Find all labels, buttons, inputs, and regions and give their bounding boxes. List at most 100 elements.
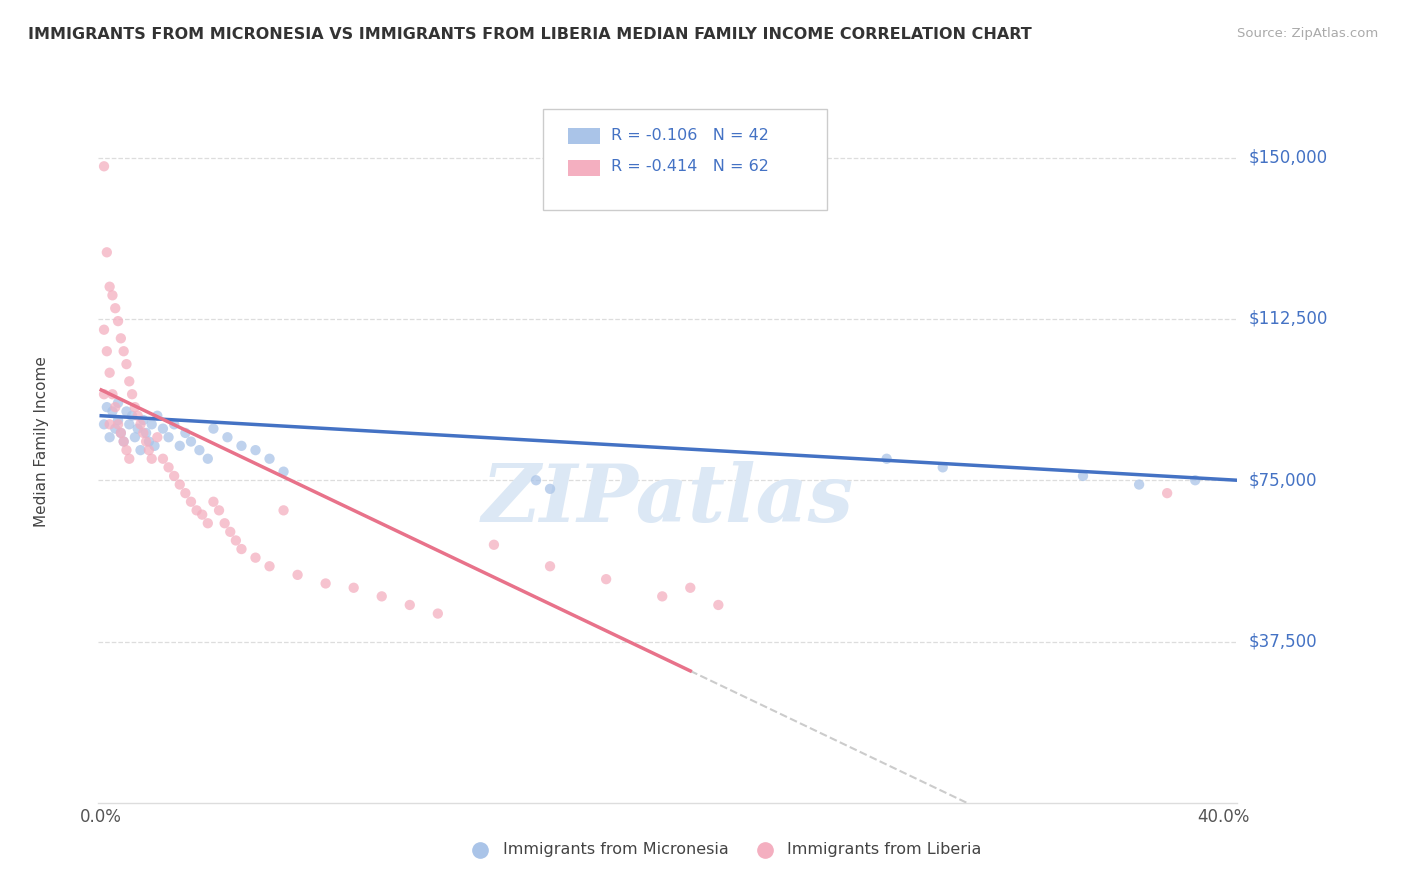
Point — [245, 443, 267, 458]
Point — [146, 409, 169, 423]
Point — [679, 581, 702, 595]
Point — [202, 422, 225, 436]
Point — [273, 465, 295, 479]
Point — [1156, 486, 1178, 500]
Point — [112, 434, 135, 449]
Point — [287, 567, 309, 582]
Point — [127, 422, 149, 436]
Text: $75,000: $75,000 — [1249, 471, 1317, 489]
Point — [197, 516, 219, 531]
Point — [93, 323, 115, 337]
Point — [186, 503, 208, 517]
Point — [217, 430, 239, 444]
Point — [115, 443, 138, 458]
Point — [245, 550, 267, 565]
Point — [124, 400, 146, 414]
Point — [225, 533, 247, 548]
Point — [482, 538, 505, 552]
Point — [110, 425, 132, 440]
Point — [101, 288, 124, 302]
Point — [876, 451, 898, 466]
Point — [143, 439, 166, 453]
Point — [174, 425, 197, 440]
Point — [93, 159, 115, 173]
Point — [163, 469, 186, 483]
Point — [208, 503, 231, 517]
Point — [112, 434, 135, 449]
Point — [1128, 477, 1150, 491]
Point — [141, 451, 163, 466]
Point — [169, 477, 191, 491]
Point — [107, 417, 129, 432]
Point — [115, 404, 138, 418]
Point — [98, 430, 121, 444]
Point — [595, 572, 617, 586]
Point — [259, 451, 281, 466]
Point — [152, 451, 174, 466]
Point — [98, 366, 121, 380]
Point — [180, 494, 202, 508]
Point — [96, 400, 118, 414]
Point — [932, 460, 955, 475]
Point — [197, 451, 219, 466]
Point — [93, 387, 115, 401]
Point — [651, 590, 673, 604]
Point — [101, 387, 124, 401]
Point — [96, 344, 118, 359]
Point — [259, 559, 281, 574]
Point — [110, 425, 132, 440]
Point — [426, 607, 449, 621]
Point — [93, 417, 115, 432]
Text: $150,000: $150,000 — [1249, 149, 1327, 167]
Point — [107, 413, 129, 427]
FancyBboxPatch shape — [543, 109, 827, 211]
Point — [98, 279, 121, 293]
Point — [231, 439, 253, 453]
Point — [180, 434, 202, 449]
Point — [121, 409, 143, 423]
Text: Source: ZipAtlas.com: Source: ZipAtlas.com — [1237, 27, 1378, 40]
Text: Median Family Income: Median Family Income — [34, 356, 49, 527]
Point — [157, 460, 180, 475]
Point — [219, 524, 242, 539]
Point — [163, 417, 186, 432]
Point — [191, 508, 214, 522]
Text: R = -0.414   N = 62: R = -0.414 N = 62 — [612, 160, 769, 175]
Point — [110, 331, 132, 345]
Point — [231, 542, 253, 557]
Text: $37,500: $37,500 — [1249, 632, 1317, 650]
Point — [188, 443, 211, 458]
Point — [112, 344, 135, 359]
Text: $112,500: $112,500 — [1249, 310, 1327, 328]
Point — [1184, 473, 1206, 487]
Point — [138, 443, 160, 458]
Point — [121, 387, 143, 401]
Point — [273, 503, 295, 517]
Point — [138, 434, 160, 449]
Point — [127, 409, 149, 423]
Point — [104, 301, 127, 316]
Text: IMMIGRANTS FROM MICRONESIA VS IMMIGRANTS FROM LIBERIA MEDIAN FAMILY INCOME CORRE: IMMIGRANTS FROM MICRONESIA VS IMMIGRANTS… — [28, 27, 1032, 42]
Point — [214, 516, 236, 531]
Point — [129, 417, 152, 432]
Point — [101, 404, 124, 418]
Point — [118, 417, 141, 432]
Point — [157, 430, 180, 444]
Point — [132, 425, 155, 440]
Point — [96, 245, 118, 260]
Point — [315, 576, 337, 591]
Point — [115, 357, 138, 371]
Point — [202, 494, 225, 508]
Point — [1071, 469, 1094, 483]
Point — [129, 443, 152, 458]
Point — [104, 400, 127, 414]
Point — [524, 473, 547, 487]
Point — [146, 430, 169, 444]
Point — [135, 425, 157, 440]
Point — [398, 598, 420, 612]
Point — [174, 486, 197, 500]
Point — [132, 413, 155, 427]
Point — [538, 482, 561, 496]
Point — [169, 439, 191, 453]
Bar — [568, 128, 599, 144]
